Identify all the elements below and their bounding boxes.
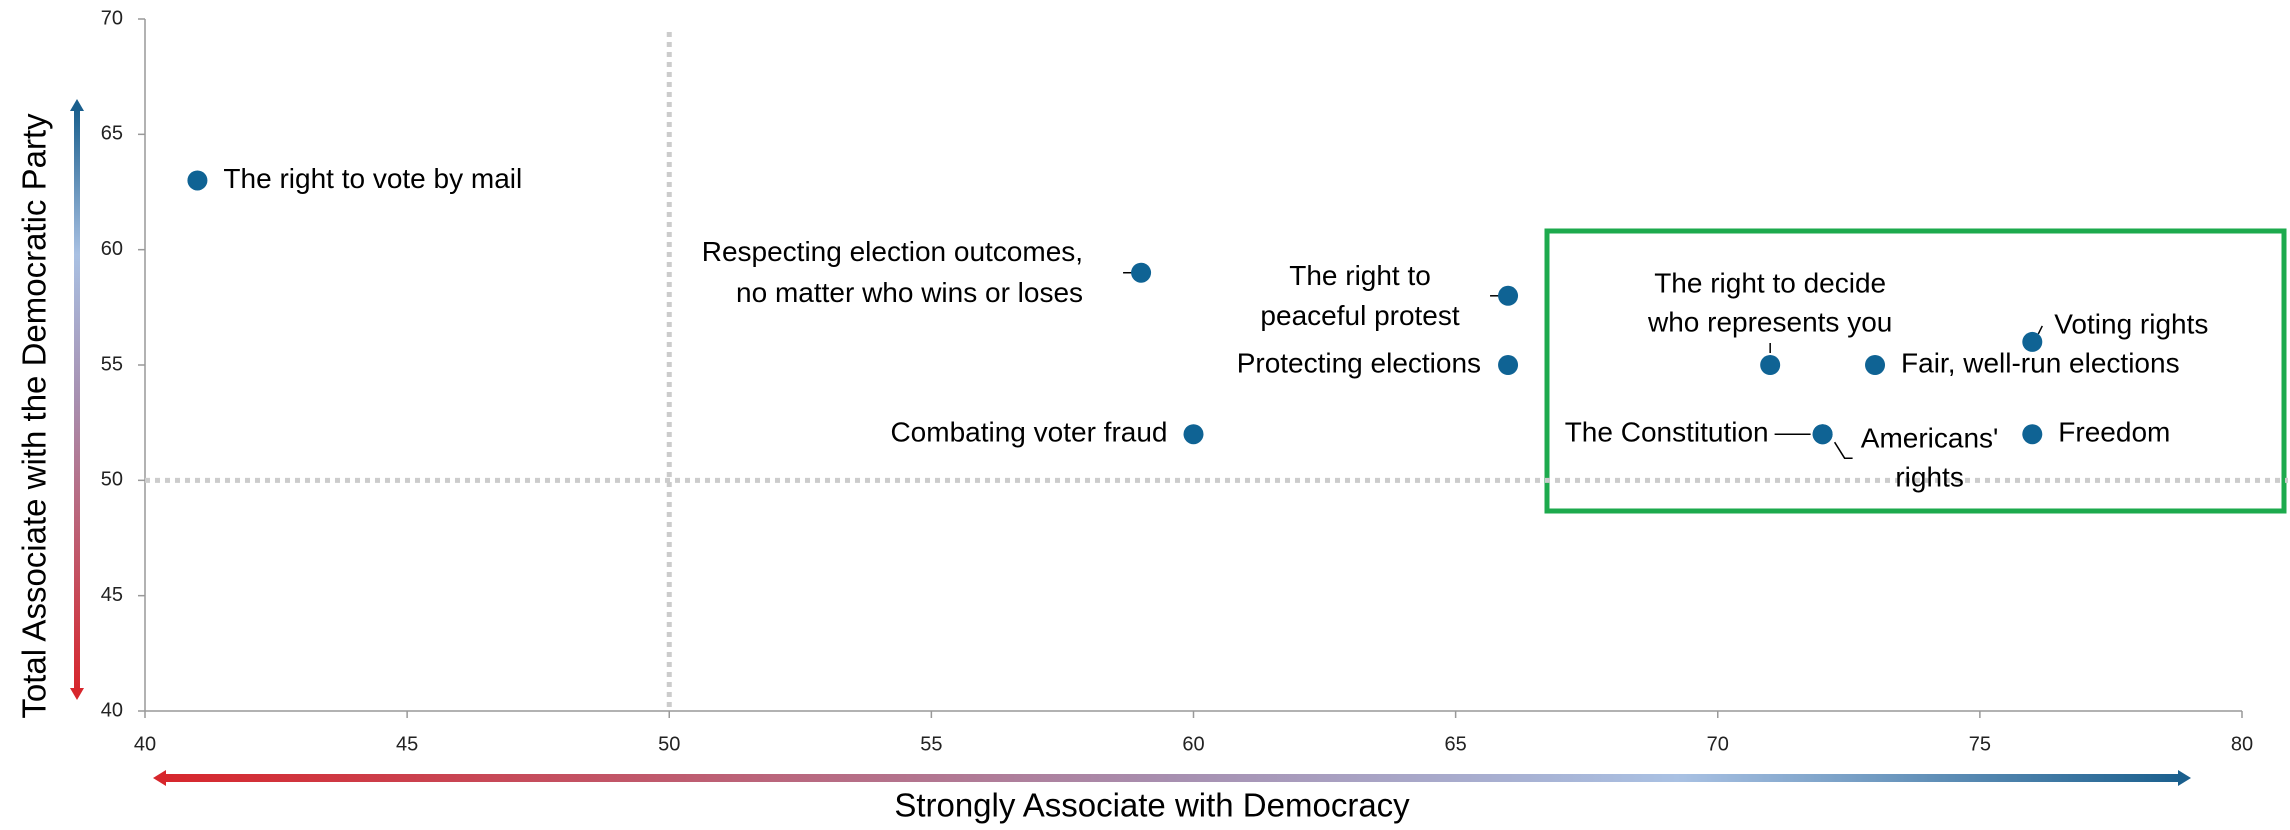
point-label: Americans' bbox=[1861, 423, 1999, 454]
y-tick-label: 60 bbox=[101, 238, 123, 260]
leader-line bbox=[2037, 325, 2043, 335]
point bbox=[1812, 424, 1833, 445]
y-tick-label: 50 bbox=[101, 469, 123, 491]
x-tick-label: 40 bbox=[134, 733, 156, 755]
highlight-box bbox=[1544, 228, 2287, 514]
x-axis-title: Strongly Associate with Democracy bbox=[894, 787, 1410, 824]
point bbox=[1865, 355, 1886, 375]
y-arrow bbox=[70, 99, 84, 700]
point bbox=[1498, 355, 1519, 375]
point bbox=[1183, 424, 1204, 445]
point bbox=[2022, 424, 2043, 445]
point-label: The right to bbox=[1289, 260, 1431, 291]
point-label: rights bbox=[1895, 462, 1963, 493]
point-label: Fair, well-run elections bbox=[1901, 347, 2180, 378]
y-tick-label: 65 bbox=[101, 123, 123, 145]
point-label: The Constitution bbox=[1565, 417, 1769, 448]
y-tick-label: 40 bbox=[101, 699, 123, 721]
point bbox=[1760, 355, 1781, 375]
point bbox=[1131, 262, 1152, 283]
y-tick-label: 45 bbox=[101, 584, 123, 606]
x-tick-label: 65 bbox=[1445, 733, 1467, 755]
point-label: Protecting elections bbox=[1237, 347, 1481, 378]
x-tick-label: 75 bbox=[1969, 733, 1991, 755]
point-label: no matter who wins or loses bbox=[736, 277, 1083, 308]
x-tick-label: 70 bbox=[1707, 733, 1729, 755]
y-axis-title: Total Associate with the Democratic Part… bbox=[16, 113, 53, 719]
point-label: Combating voter fraud bbox=[890, 417, 1167, 448]
leader-line bbox=[1833, 441, 1853, 459]
point-label: Voting rights bbox=[2054, 308, 2208, 339]
x-tick-label: 45 bbox=[396, 733, 418, 755]
point-label: peaceful protest bbox=[1260, 300, 1459, 331]
x-arrow bbox=[153, 770, 2191, 786]
point bbox=[187, 170, 208, 191]
x-tick-label: 80 bbox=[2231, 733, 2253, 755]
x-tick-label: 55 bbox=[920, 733, 942, 755]
point bbox=[1498, 285, 1519, 306]
y-tick-label: 55 bbox=[101, 353, 123, 375]
point-label: Respecting election outcomes, bbox=[702, 236, 1083, 267]
point-label: who represents you bbox=[1647, 306, 1892, 337]
y-tick-label: 70 bbox=[101, 7, 123, 29]
point-label: The right to decide bbox=[1654, 267, 1886, 298]
x-tick-label: 50 bbox=[658, 733, 680, 755]
point bbox=[2022, 331, 2043, 352]
x-tick-label: 60 bbox=[1182, 733, 1204, 755]
point-label: Freedom bbox=[2058, 417, 2170, 448]
point-label: The right to vote by mail bbox=[223, 163, 522, 194]
